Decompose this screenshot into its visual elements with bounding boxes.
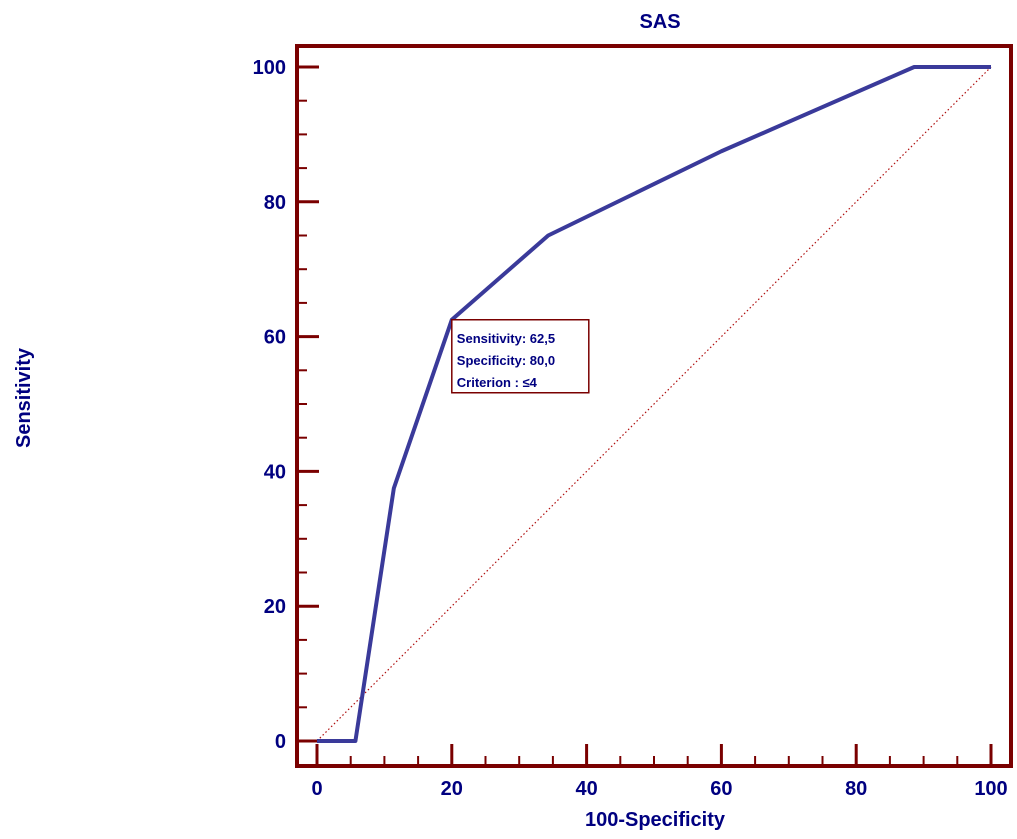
x-tick-label: 80 <box>845 778 867 800</box>
y-tick-label: 40 <box>264 461 286 483</box>
y-axis-label: Sensitivity <box>13 347 35 448</box>
annotation-sensitivity: Sensitivity: 62,5 <box>457 331 555 346</box>
y-tick-label: 100 <box>253 57 286 79</box>
x-tick-label: 100 <box>974 778 1007 800</box>
roc-curve-line <box>317 65 991 743</box>
x-tick-label: 40 <box>575 778 597 800</box>
x-tick-label: 20 <box>441 778 463 800</box>
annotation-criterion: Criterion : ≤4 <box>457 375 538 390</box>
x-axis-label: 100-Specificity <box>585 809 726 831</box>
y-tick-label: 80 <box>264 192 286 214</box>
plot-frame <box>295 44 1013 768</box>
x-tick-label: 60 <box>710 778 732 800</box>
chart-title: SAS <box>639 11 680 33</box>
reference-diagonal-line <box>316 66 992 742</box>
series-layer <box>316 65 992 743</box>
x-tick-label: 0 <box>311 778 322 800</box>
axis-ticks: 0 20 40 60 80 100 0 20 40 60 80 100 <box>253 57 1008 800</box>
annotation-specificity: Specificity: 80,0 <box>457 353 555 368</box>
y-tick-label: 60 <box>264 327 286 349</box>
criterion-annotation: Sensitivity: 62,5 Specificity: 80,0 Crit… <box>451 319 590 394</box>
y-tick-label: 0 <box>275 731 286 753</box>
annotation-box <box>451 319 590 394</box>
y-tick-label: 20 <box>264 596 286 618</box>
